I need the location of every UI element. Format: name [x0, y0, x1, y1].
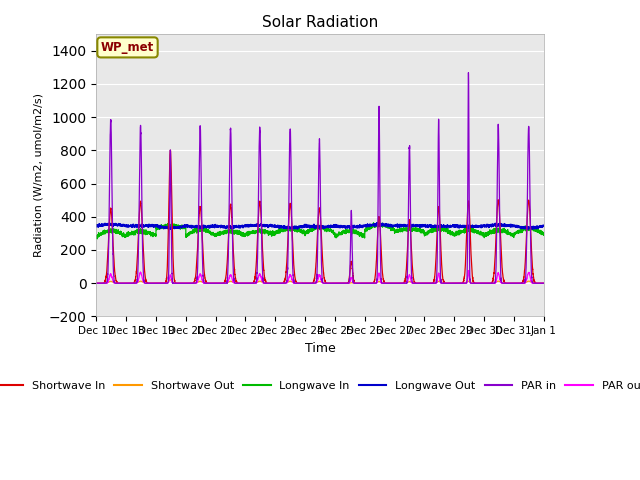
- Longwave Out: [445, 224, 452, 229]
- Longwave Out: [420, 222, 428, 228]
- Line: Longwave In: Longwave In: [97, 222, 543, 239]
- PAR in: [420, 280, 428, 286]
- Shortwave In: [540, 280, 547, 286]
- Longwave In: [445, 228, 452, 234]
- Longwave In: [420, 228, 428, 234]
- Longwave In: [395, 228, 403, 234]
- Shortwave Out: [395, 280, 403, 286]
- Longwave Out: [540, 223, 547, 228]
- PAR in: [395, 280, 403, 286]
- Shortwave In: [303, 280, 310, 286]
- PAR out: [540, 280, 547, 286]
- PAR in: [445, 280, 452, 286]
- Line: PAR out: PAR out: [97, 271, 543, 283]
- PAR out: [93, 280, 100, 286]
- Longwave In: [173, 224, 180, 229]
- Longwave Out: [373, 220, 381, 226]
- Shortwave Out: [540, 280, 547, 286]
- Longwave Out: [289, 227, 296, 232]
- PAR in: [465, 70, 472, 75]
- PAR out: [395, 280, 403, 286]
- PAR out: [173, 280, 180, 286]
- Line: Shortwave In: Shortwave In: [97, 150, 543, 283]
- Shortwave In: [445, 280, 452, 286]
- Shortwave Out: [173, 280, 180, 286]
- Longwave Out: [540, 223, 547, 229]
- PAR in: [93, 280, 100, 286]
- Longwave In: [540, 230, 547, 236]
- Longwave Out: [303, 224, 310, 229]
- Shortwave In: [93, 280, 100, 286]
- PAR out: [420, 280, 428, 286]
- X-axis label: Time: Time: [305, 342, 335, 355]
- PAR out: [303, 280, 310, 286]
- Shortwave Out: [420, 280, 428, 286]
- PAR out: [540, 280, 547, 286]
- Shortwave In: [166, 147, 174, 153]
- Line: PAR in: PAR in: [97, 72, 543, 283]
- Longwave In: [375, 219, 383, 225]
- Legend: Shortwave In, Shortwave Out, Longwave In, Longwave Out, PAR in, PAR out: Shortwave In, Shortwave Out, Longwave In…: [0, 377, 640, 396]
- Line: Longwave Out: Longwave Out: [97, 223, 543, 229]
- Shortwave Out: [166, 277, 174, 283]
- Longwave Out: [93, 222, 100, 228]
- Longwave In: [93, 235, 100, 240]
- Longwave In: [93, 236, 101, 242]
- Shortwave Out: [445, 280, 452, 286]
- Longwave In: [540, 230, 547, 236]
- Shortwave In: [540, 280, 547, 286]
- Longwave Out: [173, 225, 180, 230]
- Longwave In: [303, 228, 310, 234]
- Shortwave In: [395, 280, 403, 286]
- PAR in: [303, 280, 310, 286]
- Line: Shortwave Out: Shortwave Out: [97, 280, 543, 283]
- PAR out: [445, 280, 452, 286]
- Shortwave In: [420, 280, 428, 286]
- PAR in: [540, 280, 547, 286]
- Text: WP_met: WP_met: [101, 41, 154, 54]
- Title: Solar Radiation: Solar Radiation: [262, 15, 378, 30]
- Shortwave Out: [540, 280, 547, 286]
- Longwave Out: [395, 224, 403, 229]
- PAR in: [173, 280, 180, 286]
- Shortwave In: [173, 280, 180, 286]
- PAR out: [465, 268, 472, 274]
- Shortwave Out: [93, 280, 100, 286]
- Shortwave Out: [303, 280, 310, 286]
- PAR in: [540, 280, 547, 286]
- Y-axis label: Radiation (W/m2, umol/m2/s): Radiation (W/m2, umol/m2/s): [33, 93, 44, 257]
